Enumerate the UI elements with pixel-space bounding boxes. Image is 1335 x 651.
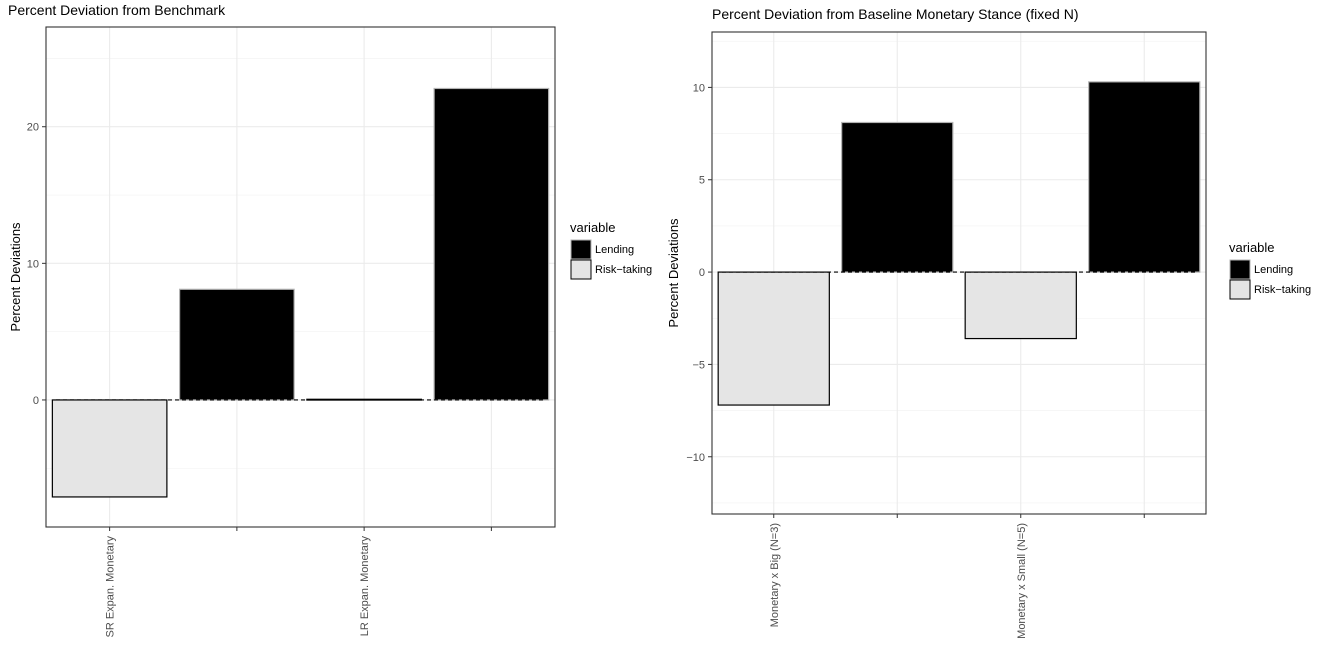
y-tick-label: 10 <box>27 258 39 270</box>
legend-label: Risk−taking <box>595 264 652 276</box>
y-tick-label: 0 <box>699 267 705 279</box>
chart-title: Percent Deviation from Baseline Monetary… <box>712 6 1079 22</box>
bar-risk-taking <box>964 271 1077 340</box>
legend-key-lending <box>1229 259 1251 280</box>
bar-lending <box>841 121 954 273</box>
plot-border <box>711 31 1207 515</box>
legend-key-risk-taking <box>570 259 592 280</box>
x-tick-label: Monetary x Small (N=5) <box>1016 523 1028 639</box>
legend: variable Lending Risk−taking <box>1229 240 1311 300</box>
y-tick-label: 10 <box>693 82 705 94</box>
legend-label: Lending <box>1254 264 1293 276</box>
x-tick-label: SR Expan. Monetary <box>105 536 117 638</box>
chart-panel-1: Percent Deviation from Benchmark 0 10 20 SR … <box>8 2 652 638</box>
legend-label: Risk−taking <box>1254 284 1311 296</box>
legend-title: variable <box>1229 240 1275 255</box>
legend: variable Lending Risk−taking <box>570 220 652 280</box>
legend-title: variable <box>570 220 616 235</box>
x-tick-label: LR Expan. Monetary <box>359 536 371 637</box>
x-tick-label: Monetary x Big (N=3) <box>769 523 781 627</box>
y-tick-label: −10 <box>686 452 705 464</box>
bar-lending <box>433 87 550 401</box>
legend-key-lending <box>570 239 592 260</box>
y-axis-label: Percent Deviations <box>8 222 23 332</box>
bar-risk-taking <box>51 399 168 498</box>
y-tick-label: 20 <box>27 122 39 134</box>
plot-border <box>45 26 556 528</box>
legend-label: Lending <box>595 244 634 256</box>
legend-key-risk-taking <box>1229 279 1251 300</box>
chart-panel-2: Percent Deviation from Baseline Monetary… <box>666 6 1311 639</box>
y-tick-label: 0 <box>33 395 39 407</box>
y-tick-label: 5 <box>699 175 705 187</box>
bar-lending <box>1088 81 1201 273</box>
y-tick-label: −5 <box>692 359 705 371</box>
chart-title: Percent Deviation from Benchmark <box>8 2 226 18</box>
bar-risk-taking <box>717 271 830 406</box>
y-axis-label: Percent Deviations <box>666 218 681 328</box>
bar-lending <box>179 288 295 401</box>
